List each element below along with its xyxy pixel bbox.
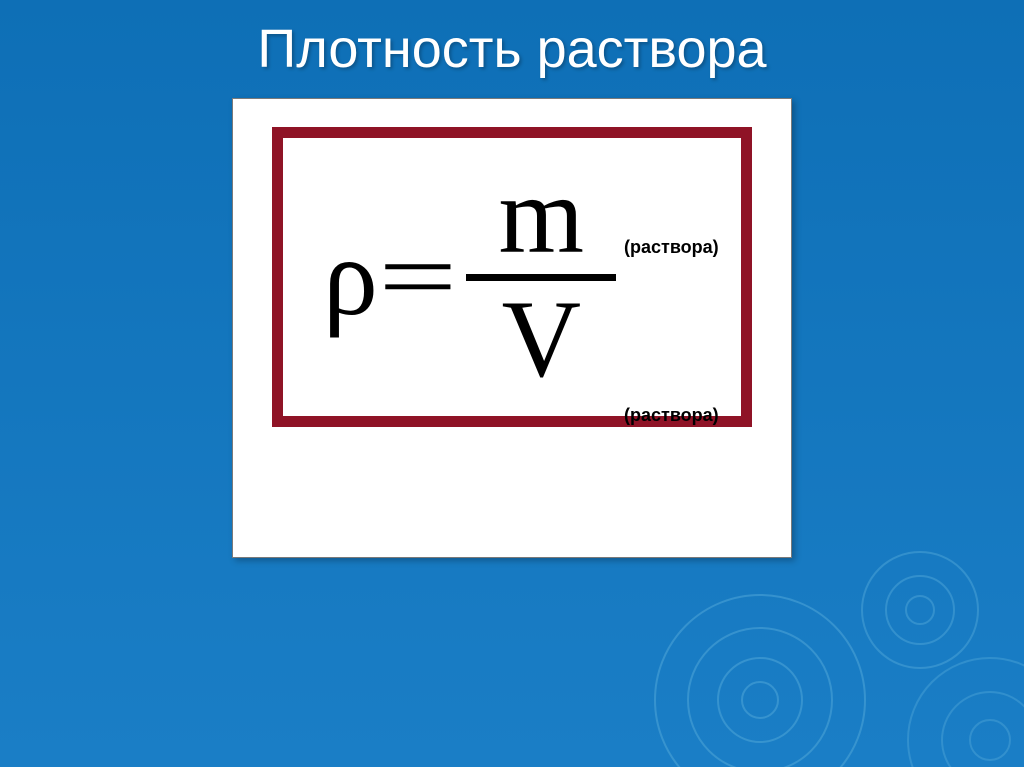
- denominator: V: [502, 287, 581, 392]
- symbol-equals: =: [370, 227, 483, 327]
- content-panel: ρ = m V (раствора) (раствора): [232, 98, 792, 558]
- fraction: m V: [466, 163, 616, 391]
- formula-wrap: ρ = m V (раствора) (раствора): [272, 127, 752, 427]
- slide-title: Плотность раствора: [257, 18, 766, 80]
- denominator-annotation: (раствора): [624, 405, 719, 426]
- numerator: m: [499, 163, 585, 268]
- density-formula: ρ = m V: [323, 163, 616, 391]
- numerator-annotation: (раствора): [624, 237, 719, 258]
- formula-box: ρ = m V: [272, 127, 752, 427]
- slide: Плотность раствора ρ = m V (раствора) (р…: [0, 0, 1024, 767]
